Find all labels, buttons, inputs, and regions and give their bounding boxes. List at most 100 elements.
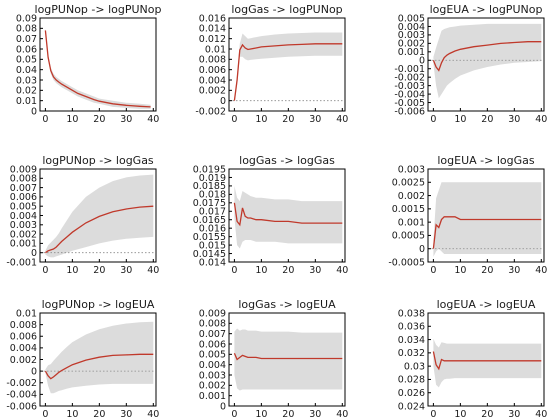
- x-tick-label: 30: [508, 409, 520, 418]
- x-tick-label: 20: [93, 409, 105, 418]
- y-tick-label: 0.003: [398, 164, 425, 175]
- x-tick-label: 10: [66, 409, 78, 418]
- response-line: [45, 205, 154, 254]
- y-tick-label: 0: [31, 106, 37, 117]
- panel-title: logPUNop -> logGas: [42, 154, 154, 167]
- y-tick-label: 0.012: [199, 34, 226, 45]
- y-tick-label: 0.0165: [193, 215, 226, 226]
- x-tick-label: 30: [120, 409, 132, 418]
- panel-title: logPUNop -> logPUNop: [35, 3, 162, 16]
- plot-frame: [427, 17, 545, 112]
- y-tick-label: -0.002: [394, 72, 425, 83]
- y-tick-label: 0.06: [16, 44, 37, 55]
- panel-title: logGas -> logGas: [239, 154, 335, 167]
- x-tick-label: 20: [481, 265, 493, 276]
- y-tick-label: -0.004: [6, 390, 37, 401]
- x-tick-label: 20: [93, 114, 105, 125]
- x-tick-label: 30: [309, 409, 321, 418]
- y-tick-label: 0.004: [10, 211, 37, 222]
- x-tick-label: 40: [535, 114, 547, 125]
- y-tick-label: -0.001: [394, 64, 425, 75]
- y-tick-label: 0.02: [16, 86, 37, 97]
- y-tick-label: 0.016: [199, 223, 226, 234]
- x-tick-label: 40: [336, 114, 348, 125]
- panel-title: logGas -> logPUNop: [231, 3, 342, 16]
- y-tick-label: -0.002: [6, 378, 37, 389]
- y-tick-label: 0.002: [10, 355, 37, 366]
- x-tick-label: 0: [42, 409, 48, 418]
- x-tick-label: 30: [120, 114, 132, 125]
- response-line: [432, 216, 542, 249]
- y-tick-label: 0.014: [199, 24, 226, 35]
- y-tick-label: 0.001: [199, 391, 226, 402]
- x-tick-label: 10: [255, 409, 267, 418]
- response-line: [233, 202, 343, 227]
- y-tick-label: 0.0025: [392, 178, 425, 189]
- x-tick-label: 0: [42, 114, 48, 125]
- y-tick-label: 0.019: [199, 173, 226, 184]
- response-line: [233, 353, 343, 361]
- x-tick-label: 0: [231, 409, 237, 418]
- irf-panel: logPUNop -> logEUA 0 10 20 30 40 -0.006-0.004-…: [6, 298, 159, 418]
- y-tick-label: 0.018: [199, 190, 226, 201]
- y-tick-label: 0.006: [199, 339, 226, 350]
- y-tick-label: 0.004: [398, 22, 425, 33]
- plot-frame: [427, 168, 545, 263]
- y-tick-label: 0.04: [16, 65, 37, 76]
- y-tick-label: 0.05: [16, 55, 37, 66]
- y-tick-label: 0.08: [16, 24, 37, 35]
- y-tick-label: -0.0005: [388, 257, 425, 268]
- y-tick-label: 0.024: [398, 401, 425, 412]
- y-tick-label: 0.009: [199, 308, 226, 319]
- x-tick-label: 10: [454, 409, 466, 418]
- y-tick-label: 0: [220, 96, 226, 107]
- y-tick-label: 0.032: [398, 348, 425, 359]
- response-line: [44, 30, 151, 108]
- y-tick-label: 0.001: [10, 239, 37, 250]
- y-tick-label: 0.008: [10, 174, 37, 185]
- y-tick-label: 0.006: [199, 65, 226, 76]
- y-tick-label: 0: [220, 401, 226, 412]
- y-tick-label: 0.003: [199, 370, 226, 381]
- x-tick-label: 40: [147, 114, 159, 125]
- y-tick-label: -0.002: [195, 106, 226, 117]
- response-line: [44, 353, 154, 380]
- y-tick-label: 0.017: [199, 207, 226, 218]
- y-tick-label: 0: [419, 56, 425, 67]
- plot-frame: [427, 312, 545, 407]
- x-tick-label: 0: [430, 114, 436, 125]
- y-tick-label: -0.006: [394, 106, 425, 117]
- y-tick-label: 0.009: [10, 164, 37, 175]
- panel-title: logPUNop -> logEUA: [42, 298, 155, 311]
- confidence-band: [433, 338, 542, 388]
- x-tick-label: 20: [282, 409, 294, 418]
- response-line: [432, 41, 542, 72]
- panel-title: logEUA -> logEUA: [437, 298, 536, 311]
- y-tick-label: 0.09: [16, 13, 37, 24]
- x-tick-label: 40: [336, 409, 348, 418]
- x-tick-label: 20: [481, 409, 493, 418]
- x-tick-label: 30: [508, 265, 520, 276]
- plot-frame: [39, 17, 157, 112]
- y-tick-label: 0.01: [205, 44, 226, 55]
- y-tick-label: -0.001: [6, 257, 37, 268]
- x-tick-label: 20: [282, 114, 294, 125]
- x-tick-label: 20: [93, 265, 105, 276]
- x-tick-label: 20: [481, 114, 493, 125]
- y-tick-label: 0.026: [398, 388, 425, 399]
- x-tick-label: 10: [454, 114, 466, 125]
- plot-frame: [228, 168, 346, 263]
- y-tick-label: -0.005: [394, 98, 425, 109]
- y-tick-label: 0.005: [10, 202, 37, 213]
- x-tick-label: 40: [147, 265, 159, 276]
- y-tick-label: 0.0185: [193, 181, 226, 192]
- x-tick-label: 30: [508, 114, 520, 125]
- x-tick-label: 10: [255, 265, 267, 276]
- y-tick-label: 0.008: [199, 55, 226, 66]
- confidence-band: [234, 185, 343, 249]
- y-tick-label: -0.004: [394, 89, 425, 100]
